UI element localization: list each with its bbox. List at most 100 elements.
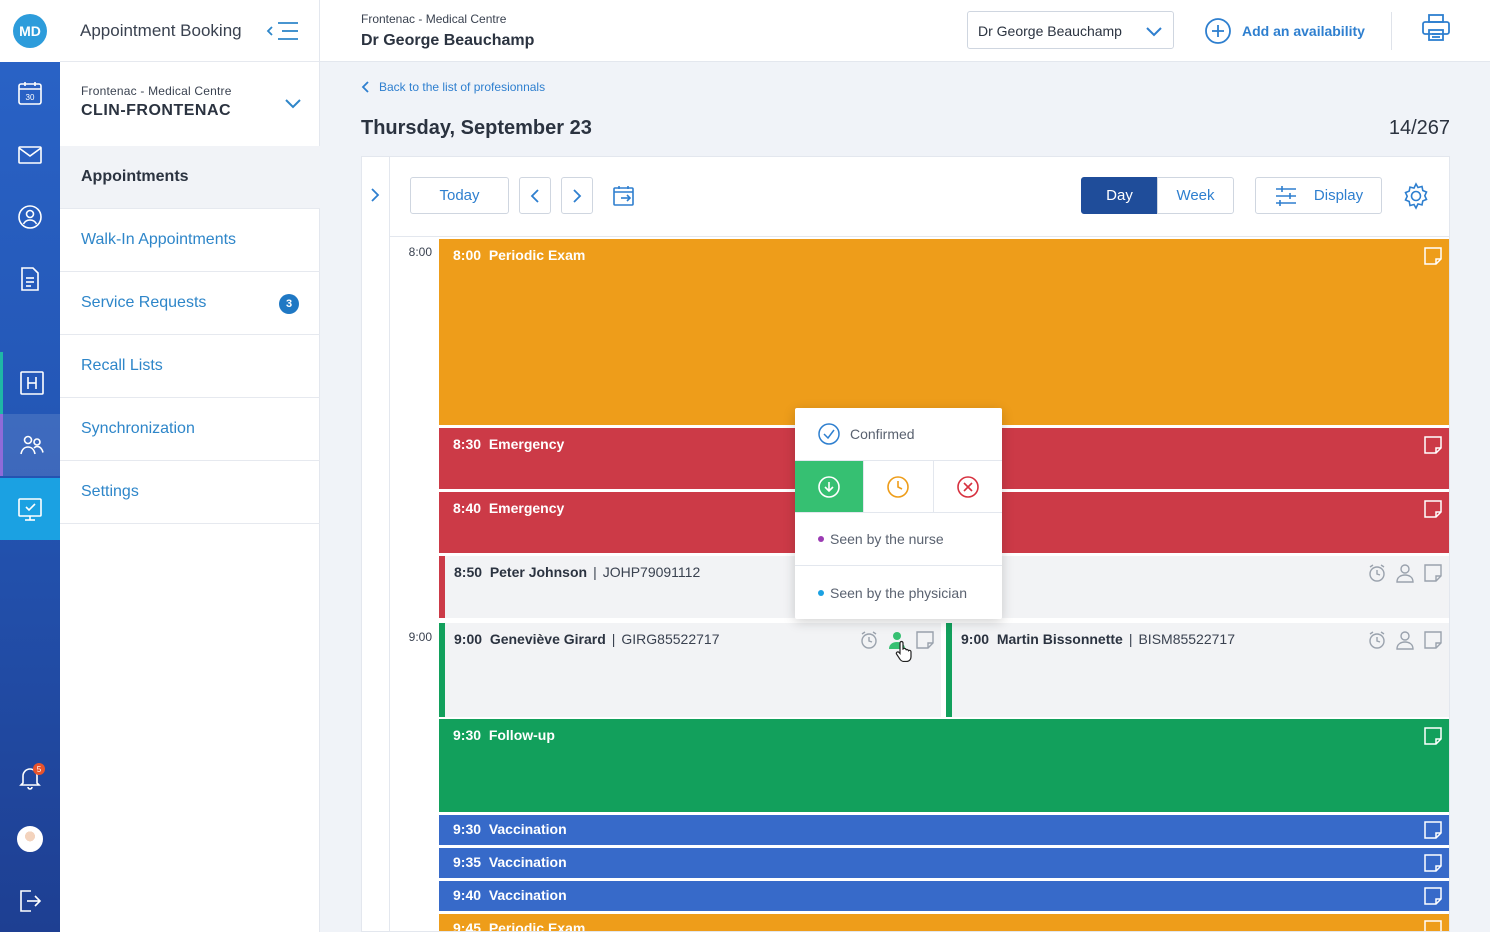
alarm-clock-icon[interactable] xyxy=(859,630,879,650)
notifications-nav[interactable]: 5 xyxy=(0,746,60,808)
display-options-button[interactable]: Display xyxy=(1255,177,1382,214)
sidebar-menu: Appointments Walk-In Appointments Servic… xyxy=(60,146,320,524)
plus-circle-icon xyxy=(1205,18,1231,44)
appointment-time: 9:30 xyxy=(453,727,482,743)
app-logo: MD xyxy=(13,14,47,48)
calendar-icon: 30 xyxy=(18,82,42,105)
status-confirmed[interactable]: Confirmed xyxy=(795,408,1002,460)
doctor-select-value: Dr George Beauchamp xyxy=(978,23,1122,39)
status-option-label: Seen by the physician xyxy=(830,584,967,601)
mark-no-show-button[interactable] xyxy=(934,461,1002,512)
person-icon[interactable] xyxy=(1395,563,1415,583)
note-icon[interactable] xyxy=(1423,820,1443,840)
today-button[interactable]: Today xyxy=(410,177,509,214)
previous-day-button[interactable] xyxy=(519,177,551,214)
logout-nav[interactable] xyxy=(0,870,60,932)
notification-count-badge: 5 xyxy=(33,763,45,775)
sidebar: Appointment Booking Frontenac - Medical … xyxy=(60,0,320,932)
note-icon[interactable] xyxy=(1423,726,1443,746)
chevron-left-icon xyxy=(361,81,369,93)
messages-nav[interactable] xyxy=(0,124,60,186)
documents-nav[interactable] xyxy=(0,248,60,310)
calendar-settings-button[interactable] xyxy=(1400,179,1432,213)
clinic-selector[interactable]: Frontenac - Medical Centre CLIN-FRONTENA… xyxy=(60,62,320,146)
expand-panel-button[interactable] xyxy=(362,157,390,931)
appointment-booking-nav[interactable] xyxy=(0,478,60,540)
sidebar-item-appointments[interactable]: Appointments xyxy=(60,146,320,209)
back-to-professionals-link[interactable]: Back to the list of profesionnals xyxy=(361,80,545,94)
nurse-dot xyxy=(818,536,824,542)
note-icon[interactable] xyxy=(1423,563,1443,583)
sidebar-item-settings[interactable]: Settings xyxy=(60,461,320,524)
appointment-title: Emergency xyxy=(488,500,565,516)
hospital-icon xyxy=(19,371,44,395)
appointment-title: Emergency xyxy=(488,436,565,452)
appointment-time: 8:00 xyxy=(453,247,482,263)
time-label-9am: 9:00 xyxy=(408,630,432,644)
alarm-clock-icon[interactable] xyxy=(1367,630,1387,650)
appointment-title: Follow-up xyxy=(488,727,555,743)
status-seen-by-nurse[interactable]: Seen by the nurse xyxy=(795,513,1002,566)
person-icon[interactable] xyxy=(1395,630,1415,650)
patients-nav[interactable] xyxy=(0,186,60,248)
clock-icon xyxy=(887,475,910,498)
appointment-block[interactable]: 9:35 Vaccination xyxy=(439,848,1449,878)
status-seen-by-physician[interactable]: Seen by the physician xyxy=(795,566,1002,619)
print-icon[interactable] xyxy=(1421,13,1451,43)
patient-appointment[interactable]: 9:00 Geneviève Girard | GIRG85522717 xyxy=(439,623,941,717)
mark-late-button[interactable] xyxy=(864,461,934,512)
calendar-toolbar: Today Day Week Display xyxy=(390,157,1449,237)
doctor-select[interactable]: Dr George Beauchamp xyxy=(967,11,1174,49)
sidebar-item-label: Appointments xyxy=(81,168,189,185)
patient-code: GIRG85522717 xyxy=(621,631,720,647)
clinic-name: Frontenac - Medical Centre xyxy=(81,84,232,98)
appointment-tools xyxy=(1367,563,1443,583)
collapse-menu-icon[interactable] xyxy=(266,20,300,42)
patient-appointment[interactable]: 9:00 Martin Bissonnette | BISM85522717 xyxy=(946,623,1449,717)
header-divider xyxy=(1391,12,1392,50)
appointment-block[interactable]: 9:30 Follow-up xyxy=(439,719,1449,812)
day-view-button[interactable]: Day xyxy=(1081,177,1158,214)
sidebar-item-recall-lists[interactable]: Recall Lists xyxy=(60,335,320,398)
sidebar-item-service-requests[interactable]: Service Requests 3 xyxy=(60,272,320,335)
hospital-nav[interactable] xyxy=(0,352,60,414)
patient-name: Peter Johnson xyxy=(489,564,588,580)
chevron-left-icon xyxy=(530,188,539,203)
profile-nav[interactable] xyxy=(0,808,60,870)
sidebar-item-synchronization[interactable]: Synchronization xyxy=(60,398,320,461)
appointment-block[interactable]: 9:45 Periodic Exam xyxy=(439,914,1449,932)
next-day-button[interactable] xyxy=(561,177,593,214)
icon-rail: MD 30 xyxy=(0,0,60,932)
note-icon[interactable] xyxy=(1423,886,1443,906)
patient-code: BISM85522717 xyxy=(1138,631,1235,647)
appointment-time: 8:50 xyxy=(454,564,483,580)
appointment-time: 8:40 xyxy=(453,500,482,516)
appointment-block[interactable]: 9:40 Vaccination xyxy=(439,881,1449,911)
appointment-time: 9:45 xyxy=(453,920,482,932)
note-icon[interactable] xyxy=(1423,246,1443,266)
sidebar-item-label: Synchronization xyxy=(81,420,195,437)
calendar-nav[interactable]: 30 xyxy=(0,62,60,124)
status-confirmed-label: Confirmed xyxy=(850,426,915,442)
note-icon[interactable] xyxy=(1423,499,1443,519)
appointment-time: 9:35 xyxy=(453,854,482,870)
calendar-panel: Today Day Week Display 8:0 xyxy=(361,156,1450,932)
team-nav[interactable] xyxy=(0,414,60,476)
appointment-time: 8:30 xyxy=(453,436,482,452)
note-icon[interactable] xyxy=(1423,630,1443,650)
alarm-clock-icon[interactable] xyxy=(1367,563,1387,583)
note-icon[interactable] xyxy=(1423,435,1443,455)
note-icon[interactable] xyxy=(1423,853,1443,873)
note-icon[interactable] xyxy=(915,630,935,650)
mark-arrived-button[interactable] xyxy=(795,461,865,512)
go-to-date-button[interactable] xyxy=(610,179,638,213)
patient-code: JOHP79091112 xyxy=(602,564,701,580)
appointment-block[interactable]: 9:30 Vaccination xyxy=(439,815,1449,845)
appointment-time: 9:00 xyxy=(961,631,990,647)
note-icon[interactable] xyxy=(1423,919,1443,932)
week-view-button[interactable]: Week xyxy=(1157,177,1234,214)
add-availability-button[interactable]: Add an availability xyxy=(1204,16,1365,46)
sidebar-item-label: Settings xyxy=(81,483,139,500)
appointment-block[interactable]: 8:00 Periodic Exam xyxy=(439,239,1449,425)
sidebar-item-walk-in[interactable]: Walk-In Appointments xyxy=(60,209,320,272)
